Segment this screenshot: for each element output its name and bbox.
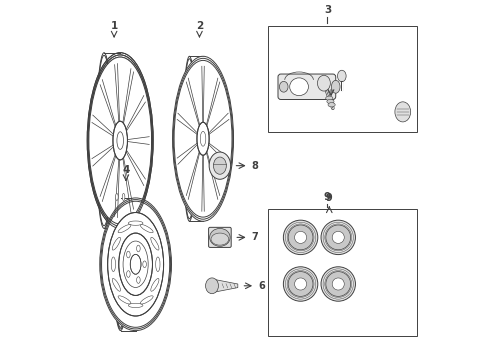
Ellipse shape <box>332 278 344 290</box>
Ellipse shape <box>111 257 116 271</box>
Text: 3: 3 <box>324 5 331 15</box>
Ellipse shape <box>318 75 330 91</box>
FancyBboxPatch shape <box>209 227 231 247</box>
Text: 8: 8 <box>251 161 258 171</box>
Ellipse shape <box>118 225 131 233</box>
Text: 4: 4 <box>122 165 130 175</box>
Ellipse shape <box>119 233 152 296</box>
Ellipse shape <box>126 271 130 277</box>
Text: 9: 9 <box>326 193 333 203</box>
Ellipse shape <box>137 277 140 283</box>
Ellipse shape <box>327 99 334 104</box>
Ellipse shape <box>294 231 307 243</box>
Ellipse shape <box>294 278 307 290</box>
Ellipse shape <box>112 278 121 291</box>
Ellipse shape <box>128 303 143 307</box>
Ellipse shape <box>122 193 125 201</box>
Ellipse shape <box>328 103 335 107</box>
Ellipse shape <box>116 193 118 201</box>
Ellipse shape <box>279 81 288 92</box>
Text: 2: 2 <box>196 21 203 31</box>
Ellipse shape <box>321 267 355 301</box>
Ellipse shape <box>137 245 140 252</box>
Ellipse shape <box>205 278 219 294</box>
Ellipse shape <box>395 102 411 122</box>
Ellipse shape <box>288 271 313 296</box>
Bar <box>269 209 417 336</box>
Ellipse shape <box>113 121 127 160</box>
Ellipse shape <box>89 57 151 224</box>
Ellipse shape <box>290 78 308 96</box>
Ellipse shape <box>172 56 234 221</box>
Ellipse shape <box>126 251 130 258</box>
Ellipse shape <box>197 122 209 155</box>
Ellipse shape <box>283 220 318 255</box>
Ellipse shape <box>288 225 313 250</box>
Ellipse shape <box>331 80 340 93</box>
Text: 1: 1 <box>110 21 118 31</box>
Ellipse shape <box>108 212 164 316</box>
Ellipse shape <box>321 220 355 255</box>
Text: 5: 5 <box>328 74 335 84</box>
Ellipse shape <box>200 131 206 146</box>
Ellipse shape <box>156 257 160 271</box>
Ellipse shape <box>118 296 131 304</box>
Ellipse shape <box>140 296 153 304</box>
Ellipse shape <box>128 221 143 225</box>
Ellipse shape <box>151 278 159 291</box>
Ellipse shape <box>332 231 344 243</box>
Ellipse shape <box>210 229 230 246</box>
Ellipse shape <box>143 261 147 267</box>
Ellipse shape <box>326 96 333 100</box>
Text: 9: 9 <box>324 192 331 202</box>
Polygon shape <box>214 279 238 292</box>
Ellipse shape <box>211 233 229 245</box>
Ellipse shape <box>100 198 172 330</box>
Ellipse shape <box>326 225 351 250</box>
Ellipse shape <box>140 225 153 233</box>
Ellipse shape <box>117 132 123 149</box>
Ellipse shape <box>326 271 351 296</box>
Text: 7: 7 <box>251 232 258 242</box>
FancyBboxPatch shape <box>278 74 336 99</box>
Ellipse shape <box>283 267 318 301</box>
Ellipse shape <box>151 237 159 250</box>
Text: 6: 6 <box>258 281 265 291</box>
Ellipse shape <box>130 254 141 274</box>
Bar <box>269 26 417 132</box>
Ellipse shape <box>209 152 231 179</box>
Ellipse shape <box>214 157 226 174</box>
Ellipse shape <box>338 70 346 82</box>
Ellipse shape <box>112 237 121 250</box>
